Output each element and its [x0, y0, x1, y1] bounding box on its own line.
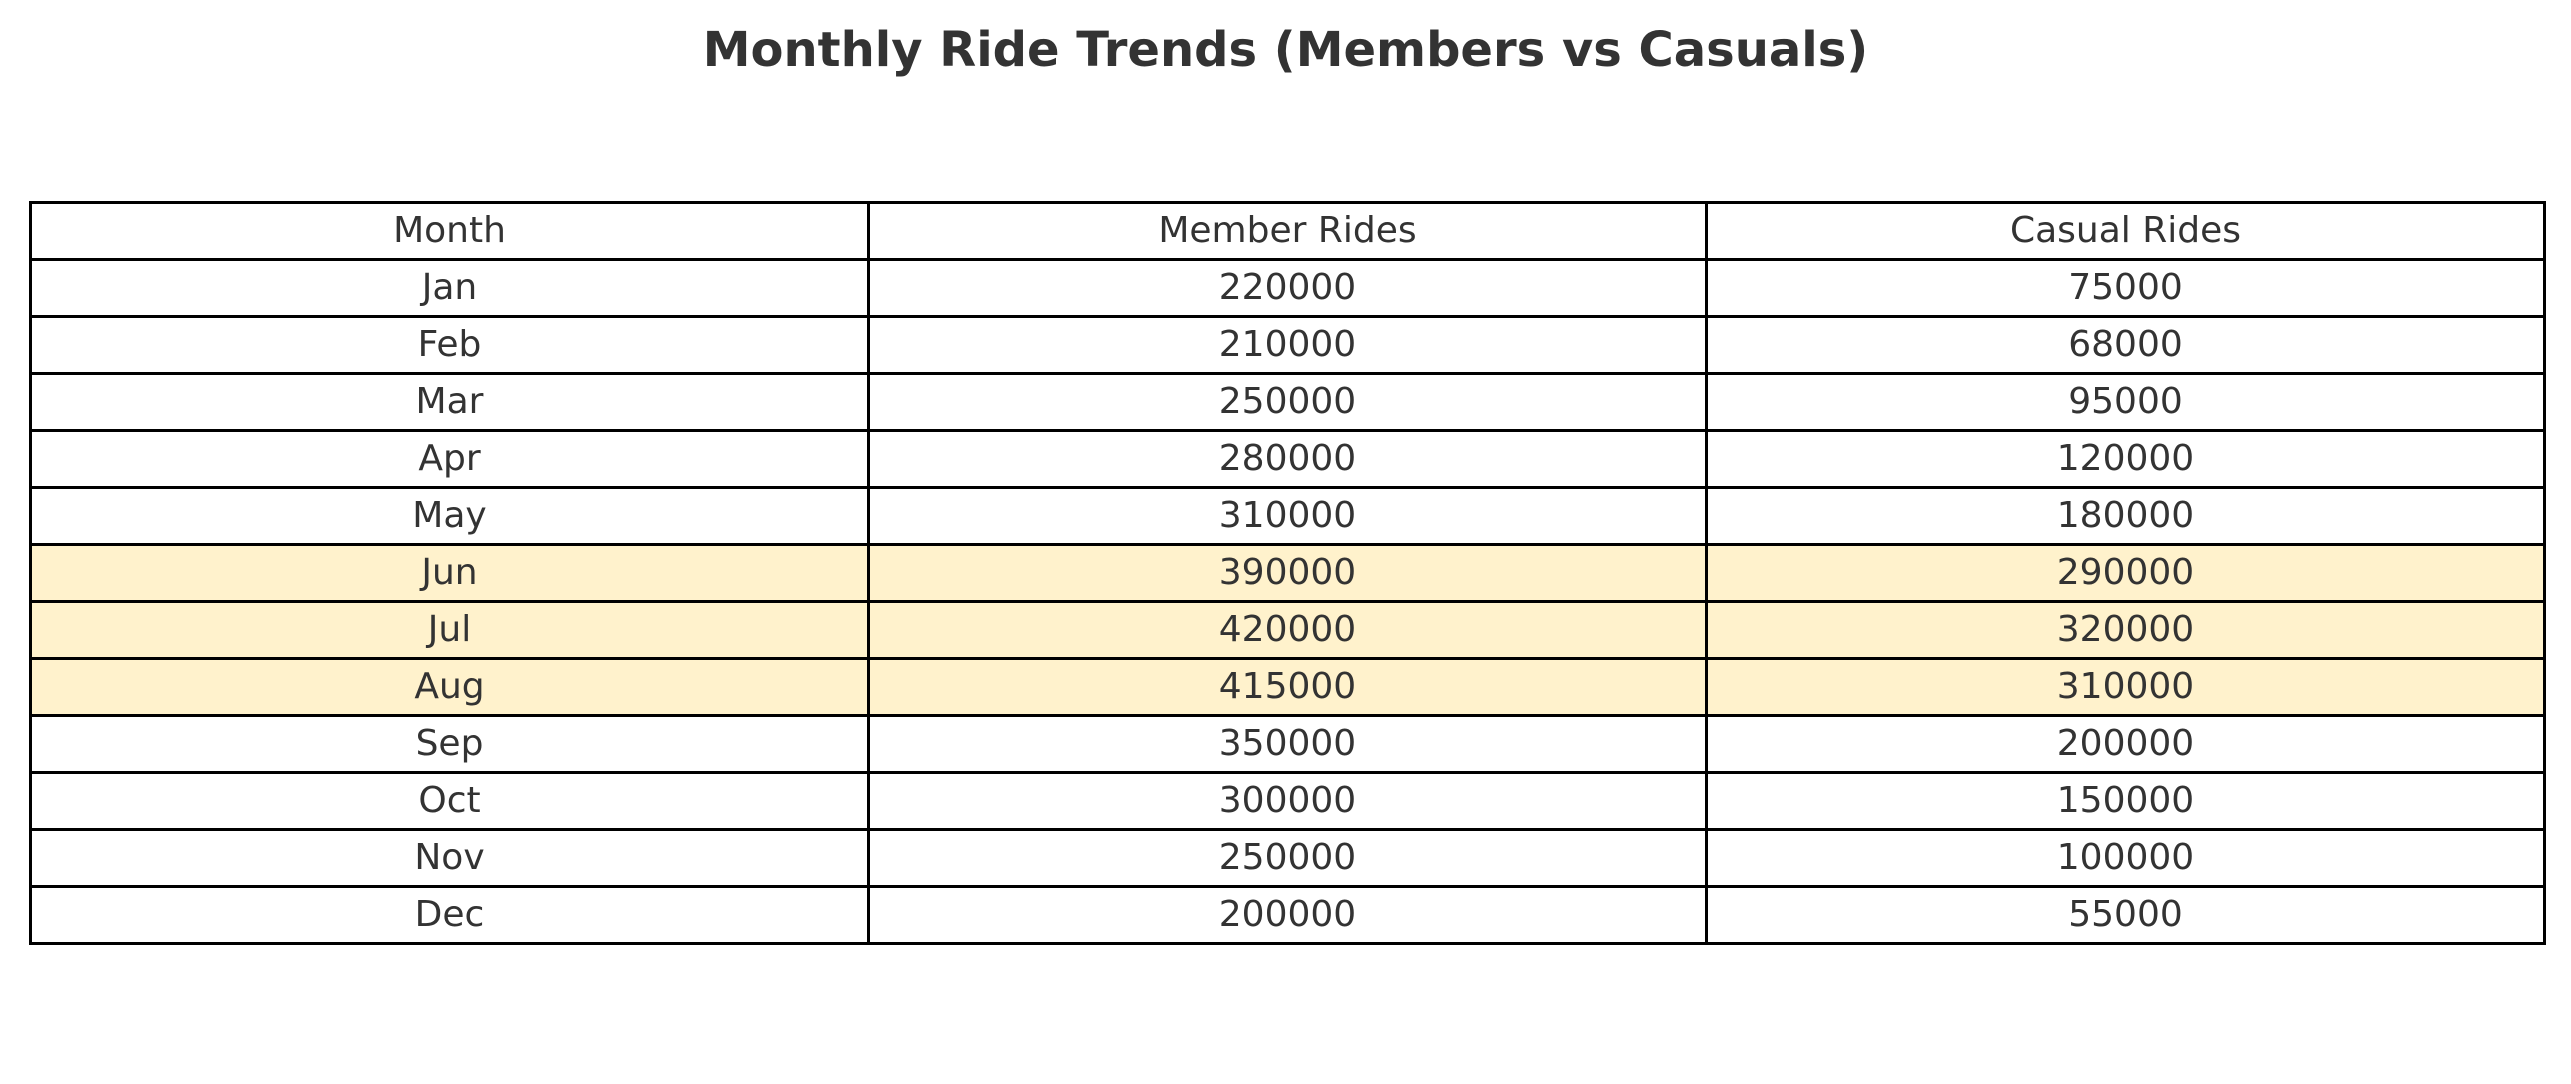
casual-rides-cell: 100000: [1705, 828, 2546, 888]
month-cell: Mar: [29, 372, 870, 432]
table-row: Sep 350000 200000: [29, 714, 2546, 774]
table-row: Dec 200000 55000: [29, 885, 2546, 945]
table-row: Jun 390000 290000: [29, 543, 2546, 603]
table-row: Jan 220000 75000: [29, 258, 2546, 318]
table-row: Jul 420000 320000: [29, 600, 2546, 660]
header-member-rides: Member Rides: [867, 201, 1708, 261]
member-rides-cell: 415000: [867, 657, 1708, 717]
table-row: Nov 250000 100000: [29, 828, 2546, 888]
casual-rides-cell: 68000: [1705, 315, 2546, 375]
header-row: Month Member Rides Casual Rides: [29, 201, 2546, 261]
casual-rides-cell: 320000: [1705, 600, 2546, 660]
member-rides-cell: 250000: [867, 372, 1708, 432]
member-rides-cell: 200000: [867, 885, 1708, 945]
member-rides-cell: 280000: [867, 429, 1708, 489]
member-rides-cell: 310000: [867, 486, 1708, 546]
month-cell: Dec: [29, 885, 870, 945]
chart-title: Monthly Ride Trends (Members vs Casuals): [702, 22, 1869, 78]
month-cell: Feb: [29, 315, 870, 375]
table-row: Aug 415000 310000: [29, 657, 2546, 717]
month-cell: Sep: [29, 714, 870, 774]
casual-rides-cell: 95000: [1705, 372, 2546, 432]
casual-rides-cell: 310000: [1705, 657, 2546, 717]
header-month: Month: [29, 201, 870, 261]
table-row: Mar 250000 95000: [29, 372, 2546, 432]
member-rides-cell: 420000: [867, 600, 1708, 660]
member-rides-cell: 210000: [867, 315, 1708, 375]
casual-rides-cell: 55000: [1705, 885, 2546, 945]
month-cell: Aug: [29, 657, 870, 717]
month-cell: May: [29, 486, 870, 546]
month-cell: Jan: [29, 258, 870, 318]
table-row: Feb 210000 68000: [29, 315, 2546, 375]
month-cell: Jun: [29, 543, 870, 603]
table-row: Oct 300000 150000: [29, 771, 2546, 831]
casual-rides-cell: 75000: [1705, 258, 2546, 318]
member-rides-cell: 250000: [867, 828, 1708, 888]
table-row: May 310000 180000: [29, 486, 2546, 546]
header-casual-rides: Casual Rides: [1705, 201, 2546, 261]
month-cell: Oct: [29, 771, 870, 831]
table-body: Jan 220000 75000 Feb 210000 68000 Mar 250000 950…: [29, 258, 2546, 945]
month-cell: Nov: [29, 828, 870, 888]
table-header: Month Member Rides Casual Rides: [29, 201, 2546, 261]
casual-rides-cell: 180000: [1705, 486, 2546, 546]
casual-rides-cell: 290000: [1705, 543, 2546, 603]
member-rides-cell: 390000: [867, 543, 1708, 603]
casual-rides-cell: 120000: [1705, 429, 2546, 489]
data-table: Month Member Rides Casual Rides Jan 22000…: [29, 201, 2546, 945]
casual-rides-cell: 200000: [1705, 714, 2546, 774]
member-rides-cell: 350000: [867, 714, 1708, 774]
month-cell: Jul: [29, 600, 870, 660]
month-cell: Apr: [29, 429, 870, 489]
member-rides-cell: 300000: [867, 771, 1708, 831]
member-rides-cell: 220000: [867, 258, 1708, 318]
casual-rides-cell: 150000: [1705, 771, 2546, 831]
table-row: Apr 280000 120000: [29, 429, 2546, 489]
